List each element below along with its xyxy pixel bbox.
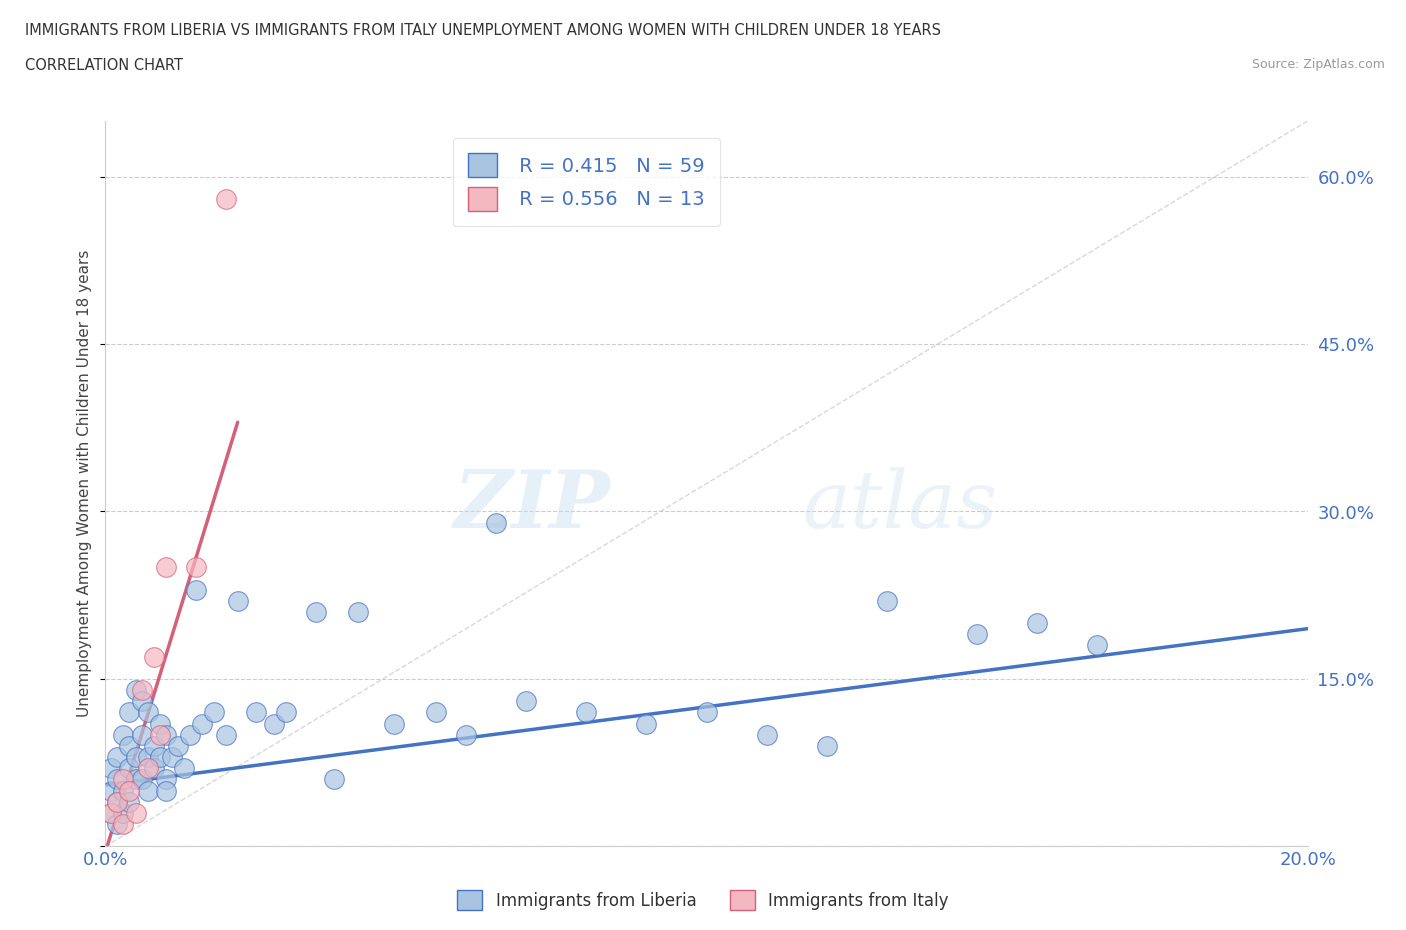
Point xyxy=(155,772,177,787)
Point xyxy=(155,783,177,798)
Point xyxy=(100,805,122,820)
Point xyxy=(485,515,508,530)
Point xyxy=(118,783,141,798)
Point xyxy=(382,716,405,731)
Point xyxy=(131,683,153,698)
Point xyxy=(184,560,207,575)
Point xyxy=(245,705,267,720)
Point xyxy=(142,649,165,664)
Point xyxy=(100,761,122,776)
Text: IMMIGRANTS FROM LIBERIA VS IMMIGRANTS FROM ITALY UNEMPLOYMENT AMONG WOMEN WITH C: IMMIGRANTS FROM LIBERIA VS IMMIGRANTS FR… xyxy=(25,23,941,38)
Point xyxy=(515,694,537,709)
Point xyxy=(107,772,129,787)
Text: atlas: atlas xyxy=(803,467,998,544)
Point xyxy=(118,761,141,776)
Point xyxy=(305,604,328,619)
Point xyxy=(107,794,129,809)
Legend:  R = 0.415   N = 59,  R = 0.556   N = 13: R = 0.415 N = 59, R = 0.556 N = 13 xyxy=(453,138,720,226)
Point xyxy=(136,750,159,764)
Point xyxy=(696,705,718,720)
Point xyxy=(322,772,344,787)
Point xyxy=(263,716,285,731)
Point xyxy=(142,761,165,776)
Point xyxy=(136,705,159,720)
Point xyxy=(347,604,370,619)
Point xyxy=(214,727,236,742)
Point xyxy=(454,727,477,742)
Point xyxy=(107,794,129,809)
Point xyxy=(166,738,188,753)
Point xyxy=(202,705,225,720)
Point xyxy=(636,716,658,731)
Point xyxy=(155,560,177,575)
Point xyxy=(136,761,159,776)
Point xyxy=(1026,616,1049,631)
Point xyxy=(136,783,159,798)
Point xyxy=(100,805,122,820)
Text: Source: ZipAtlas.com: Source: ZipAtlas.com xyxy=(1251,58,1385,71)
Point xyxy=(118,738,141,753)
Point xyxy=(124,750,146,764)
Point xyxy=(214,192,236,206)
Point xyxy=(124,805,146,820)
Point xyxy=(112,772,135,787)
Point xyxy=(184,582,207,597)
Point xyxy=(148,727,170,742)
Point xyxy=(173,761,195,776)
Point xyxy=(112,805,135,820)
Point xyxy=(226,593,249,608)
Y-axis label: Unemployment Among Women with Children Under 18 years: Unemployment Among Women with Children U… xyxy=(77,250,93,717)
Point xyxy=(425,705,447,720)
Point xyxy=(755,727,778,742)
Point xyxy=(107,750,129,764)
Point xyxy=(148,750,170,764)
Point xyxy=(142,738,165,753)
Point xyxy=(124,772,146,787)
Point xyxy=(160,750,183,764)
Point xyxy=(107,817,129,831)
Point xyxy=(815,738,838,753)
Point xyxy=(118,705,141,720)
Text: CORRELATION CHART: CORRELATION CHART xyxy=(25,58,183,73)
Point xyxy=(148,716,170,731)
Text: ZIP: ZIP xyxy=(454,467,610,544)
Point xyxy=(179,727,201,742)
Legend: Immigrants from Liberia, Immigrants from Italy: Immigrants from Liberia, Immigrants from… xyxy=(451,884,955,917)
Point xyxy=(155,727,177,742)
Point xyxy=(1085,638,1108,653)
Point xyxy=(112,783,135,798)
Point xyxy=(274,705,297,720)
Point xyxy=(131,772,153,787)
Point xyxy=(131,694,153,709)
Point xyxy=(190,716,212,731)
Point xyxy=(100,783,122,798)
Point xyxy=(118,794,141,809)
Point xyxy=(131,727,153,742)
Point xyxy=(966,627,988,642)
Point xyxy=(112,727,135,742)
Point xyxy=(876,593,898,608)
Point xyxy=(112,817,135,831)
Point xyxy=(124,683,146,698)
Point xyxy=(575,705,598,720)
